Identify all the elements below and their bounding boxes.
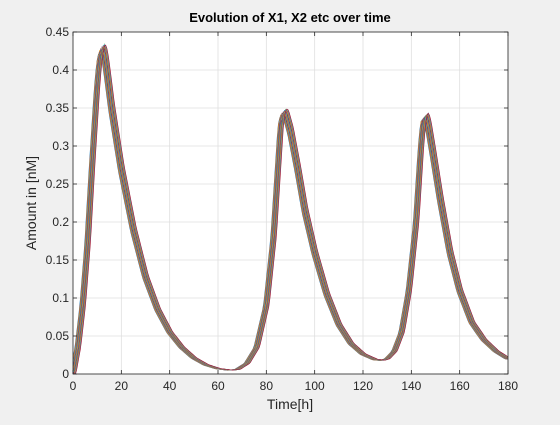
x-tick-label: 160: [450, 379, 470, 393]
y-tick-label: 0.3: [52, 139, 69, 153]
y-tick-label: 0: [62, 367, 69, 381]
x-tick-label: 0: [70, 379, 77, 393]
y-tick-label: 0.45: [46, 25, 70, 39]
y-tick-label: 0.2: [52, 215, 69, 229]
x-tick-labels: 0 20 40 60 80 100 120 140 160 180: [70, 379, 519, 393]
y-tick-label: 0.35: [46, 101, 70, 115]
x-tick-label: 100: [305, 379, 325, 393]
ticks: [72, 31, 509, 375]
x-axis-label: Time[h]: [267, 396, 313, 412]
plot-area: [73, 32, 508, 374]
x-tick-label: 40: [163, 379, 177, 393]
series-line: [73, 44, 508, 374]
x-tick-label: 20: [115, 379, 129, 393]
y-tick-label: 0.4: [52, 63, 69, 77]
y-tick-label: 0.1: [52, 291, 69, 305]
y-tick-labels: 0 0.05 0.1 0.15 0.2 0.25 0.3 0.35 0.4 0.45: [46, 25, 70, 381]
axes-box: [72, 31, 509, 375]
x-tick-label: 60: [211, 379, 225, 393]
y-tick-label: 0.05: [46, 329, 70, 343]
y-tick-label: 0.15: [46, 253, 70, 267]
chart-title: Evolution of X1, X2 etc over time: [189, 10, 391, 25]
x-tick-label: 120: [353, 379, 373, 393]
series-group: [73, 43, 508, 374]
y-axis-label: Amount in [nM]: [23, 156, 39, 250]
x-tick-label: 80: [260, 379, 274, 393]
x-tick-label: 180: [498, 379, 518, 393]
y-tick-label: 0.25: [46, 177, 70, 191]
x-tick-label: 140: [401, 379, 421, 393]
